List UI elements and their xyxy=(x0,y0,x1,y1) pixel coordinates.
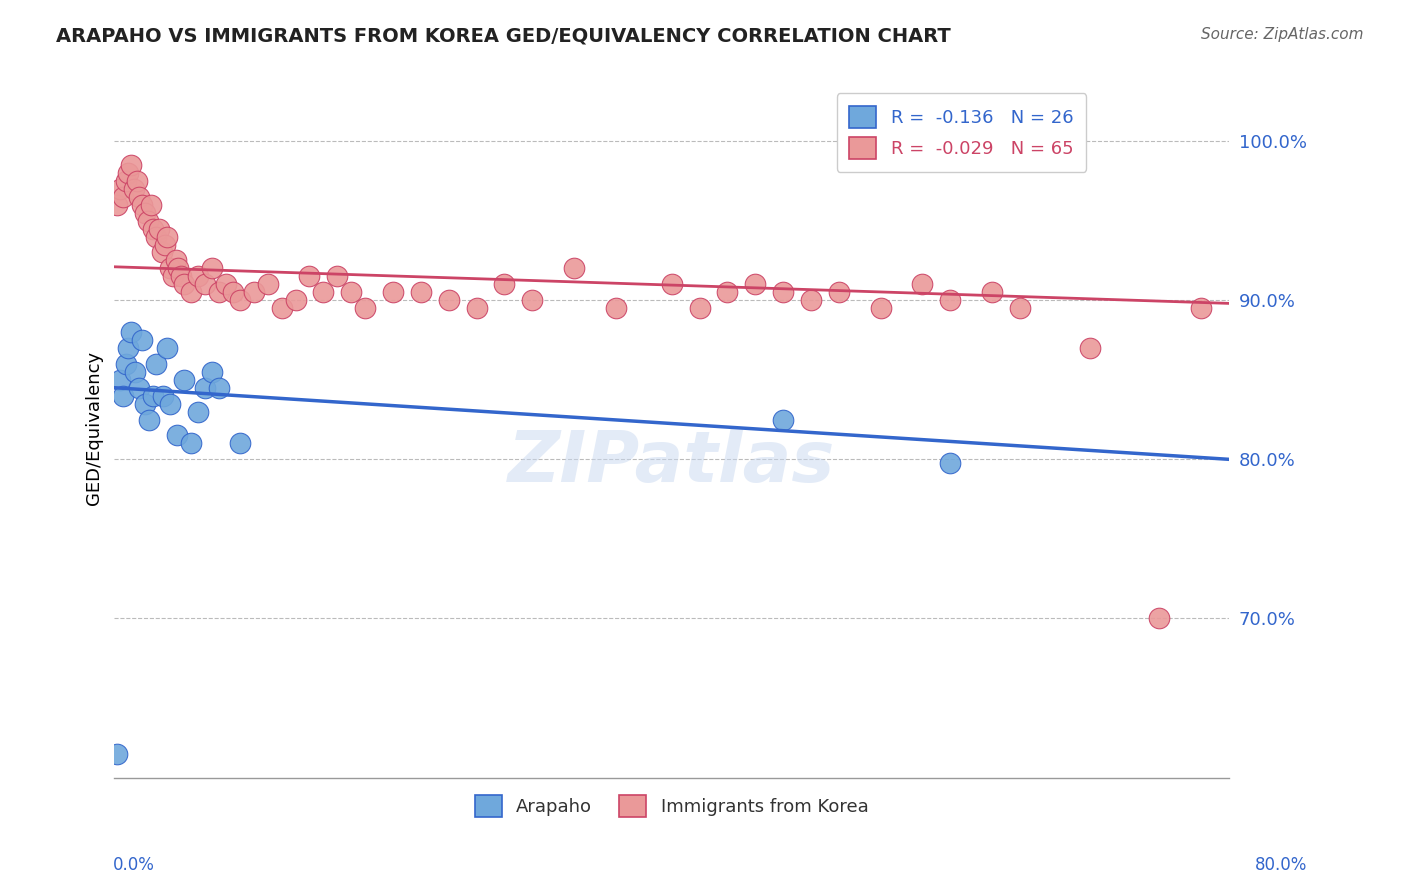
Point xyxy=(145,229,167,244)
Point xyxy=(409,285,432,300)
Point xyxy=(465,301,488,315)
Point xyxy=(148,221,170,235)
Point xyxy=(180,436,202,450)
Point xyxy=(215,277,238,292)
Point xyxy=(108,373,131,387)
Point xyxy=(256,277,278,292)
Point xyxy=(1008,301,1031,315)
Point xyxy=(111,190,134,204)
Point xyxy=(242,285,264,300)
Point xyxy=(222,285,245,300)
Point xyxy=(229,293,252,308)
Point xyxy=(120,325,142,339)
Point xyxy=(131,333,153,347)
Legend: Arapaho, Immigrants from Korea: Arapaho, Immigrants from Korea xyxy=(468,788,876,824)
Point xyxy=(939,293,962,308)
Point xyxy=(562,261,585,276)
Point xyxy=(138,412,160,426)
Point xyxy=(312,285,335,300)
Point xyxy=(122,182,145,196)
Point xyxy=(114,357,136,371)
Point xyxy=(869,301,891,315)
Point xyxy=(1189,301,1212,315)
Point xyxy=(828,285,851,300)
Point xyxy=(1149,611,1171,625)
Point xyxy=(162,269,184,284)
Point xyxy=(152,389,174,403)
Point xyxy=(194,381,217,395)
Point xyxy=(156,341,179,355)
Point xyxy=(159,397,181,411)
Text: 80.0%: 80.0% xyxy=(1256,856,1308,874)
Point xyxy=(180,285,202,300)
Point xyxy=(689,301,711,315)
Point xyxy=(173,277,195,292)
Point xyxy=(173,373,195,387)
Point xyxy=(131,198,153,212)
Point xyxy=(229,436,252,450)
Point xyxy=(284,293,307,308)
Point xyxy=(120,158,142,172)
Point xyxy=(800,293,823,308)
Point xyxy=(159,261,181,276)
Point xyxy=(114,174,136,188)
Point xyxy=(145,357,167,371)
Point xyxy=(111,389,134,403)
Point xyxy=(939,456,962,470)
Point xyxy=(166,428,188,442)
Point xyxy=(911,277,934,292)
Point xyxy=(744,277,766,292)
Point xyxy=(661,277,683,292)
Point xyxy=(494,277,516,292)
Point xyxy=(340,285,363,300)
Point xyxy=(124,365,146,379)
Point xyxy=(716,285,738,300)
Point xyxy=(772,412,794,426)
Point xyxy=(605,301,627,315)
Point xyxy=(201,261,224,276)
Point xyxy=(105,747,128,761)
Point xyxy=(150,245,173,260)
Point xyxy=(142,221,165,235)
Point xyxy=(194,277,217,292)
Text: ZIPatlas: ZIPatlas xyxy=(508,428,835,497)
Point xyxy=(208,381,231,395)
Point xyxy=(326,269,349,284)
Point xyxy=(153,237,176,252)
Point xyxy=(437,293,460,308)
Point xyxy=(167,261,190,276)
Point xyxy=(382,285,405,300)
Point xyxy=(165,253,187,268)
Point xyxy=(105,198,128,212)
Point xyxy=(298,269,321,284)
Point xyxy=(142,389,165,403)
Point xyxy=(354,301,377,315)
Point xyxy=(170,269,193,284)
Text: ARAPAHO VS IMMIGRANTS FROM KOREA GED/EQUIVALENCY CORRELATION CHART: ARAPAHO VS IMMIGRANTS FROM KOREA GED/EQU… xyxy=(56,27,950,45)
Y-axis label: GED/Equivalency: GED/Equivalency xyxy=(86,351,103,505)
Point xyxy=(156,229,179,244)
Point xyxy=(208,285,231,300)
Point xyxy=(108,182,131,196)
Point xyxy=(128,381,150,395)
Point xyxy=(136,213,159,227)
Point xyxy=(1078,341,1101,355)
Point xyxy=(772,285,794,300)
Point xyxy=(201,365,224,379)
Point xyxy=(117,166,139,180)
Text: Source: ZipAtlas.com: Source: ZipAtlas.com xyxy=(1201,27,1364,42)
Point xyxy=(522,293,544,308)
Point xyxy=(117,341,139,355)
Point xyxy=(134,397,156,411)
Text: 0.0%: 0.0% xyxy=(112,856,155,874)
Point xyxy=(128,190,150,204)
Point xyxy=(981,285,1004,300)
Point xyxy=(125,174,148,188)
Point xyxy=(139,198,162,212)
Point xyxy=(187,269,209,284)
Point xyxy=(134,205,156,219)
Point xyxy=(187,404,209,418)
Point xyxy=(270,301,292,315)
